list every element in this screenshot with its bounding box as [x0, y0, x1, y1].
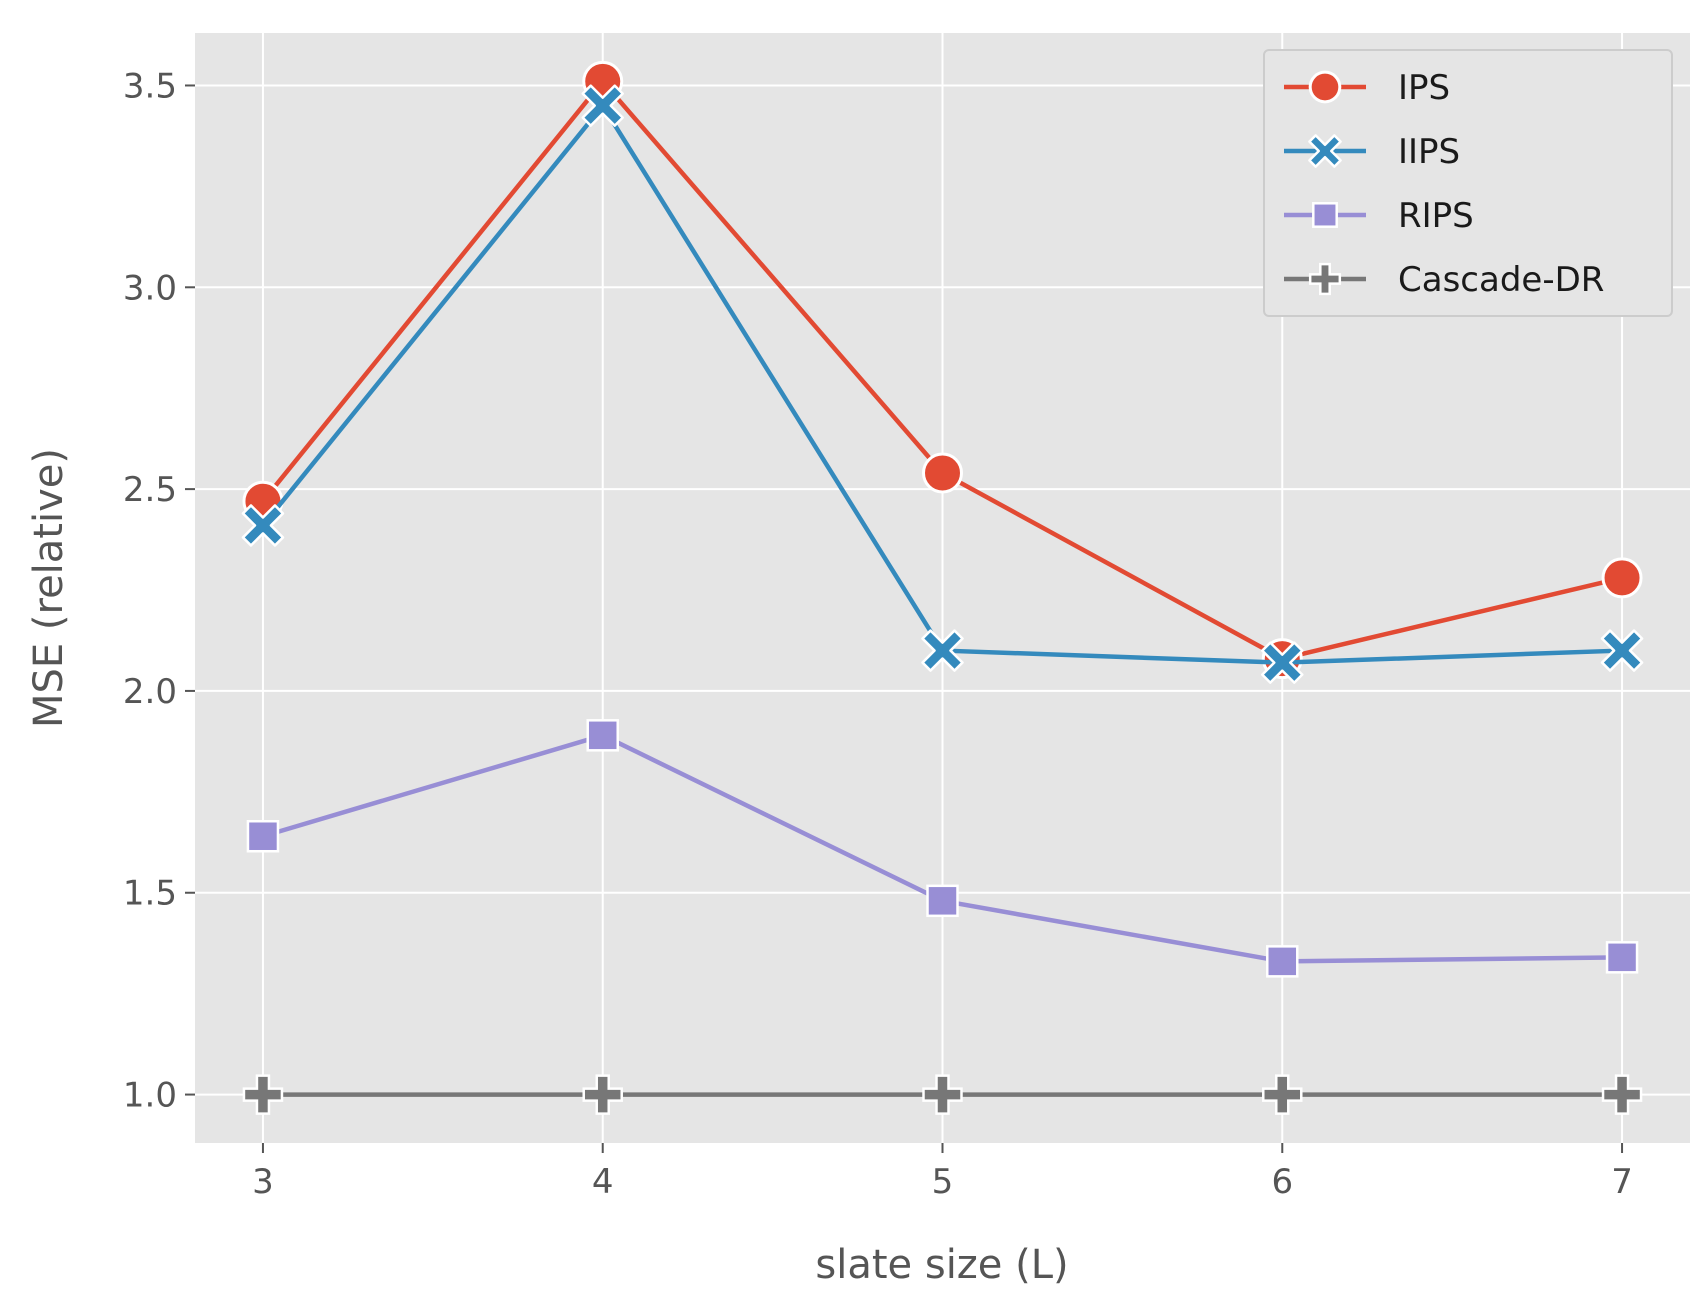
legend-label: IPS: [1398, 68, 1450, 108]
legend-marker: [1308, 70, 1342, 104]
series-cascade-dr: [242, 1074, 1643, 1115]
series-layer: [241, 60, 1644, 1115]
data-point-iips: [921, 629, 964, 672]
axis-ticks: 3 4 5 6 7 1.0 1.5 2.0 2.5 3.0 3.5: [123, 66, 1633, 1202]
data-point-iips: [581, 84, 624, 127]
marker-square: [1605, 941, 1639, 974]
marker-plus: [242, 1074, 284, 1115]
data-point-rips: [586, 719, 619, 752]
legend-box: [1263, 49, 1673, 317]
x-tick-label: 6: [1271, 1162, 1293, 1202]
data-point-rips: [1605, 941, 1639, 974]
y-tick-label: 3.5: [123, 66, 177, 106]
marker-plus: [1308, 262, 1342, 296]
data-point-cascade-dr: [1262, 1074, 1303, 1115]
x-tick-label: 3: [252, 1162, 274, 1202]
legend-marker: [1312, 202, 1338, 228]
data-point-rips: [246, 819, 280, 853]
legend-label: RIPS: [1398, 196, 1474, 236]
series-iips: [241, 84, 1644, 684]
data-point-ips: [1601, 557, 1643, 599]
data-point-rips: [926, 884, 959, 918]
legend-item-rips: RIPS: [1284, 196, 1474, 236]
data-point-rips: [1266, 945, 1299, 978]
y-tick-label: 2.0: [123, 672, 177, 712]
marker-plus: [582, 1074, 623, 1115]
y-tick-label: 3.0: [123, 268, 177, 308]
data-point-iips: [1261, 641, 1304, 684]
marker-plus: [1601, 1074, 1643, 1115]
data-point-ips: [922, 452, 963, 494]
marker-square: [246, 819, 280, 853]
data-point-iips: [1600, 629, 1644, 672]
marker-circle: [1601, 557, 1643, 599]
y-tick-label: 1.5: [123, 874, 177, 914]
marker-plus: [1262, 1074, 1303, 1115]
legend-marker: [1308, 134, 1342, 168]
marker-x: [581, 84, 624, 127]
marker-x: [1600, 629, 1644, 672]
data-point-iips: [241, 504, 285, 547]
marker-circle: [922, 452, 963, 494]
legend-marker: [1308, 262, 1342, 296]
data-point-cascade-dr: [1601, 1074, 1643, 1115]
marker-square: [1312, 202, 1338, 228]
legend-label: Cascade-DR: [1398, 260, 1604, 300]
marker-square: [926, 884, 959, 918]
x-tick-label: 5: [932, 1162, 954, 1202]
legend: IPS IIPS RIPS Cascade-DR: [1263, 49, 1673, 317]
data-point-cascade-dr: [582, 1074, 623, 1115]
marker-x: [1308, 134, 1342, 168]
marker-circle: [1308, 70, 1342, 104]
data-point-cascade-dr: [922, 1074, 963, 1115]
x-tick-label: 4: [592, 1162, 614, 1202]
series-ips: [242, 60, 1643, 680]
marker-square: [1266, 945, 1299, 978]
marker-plus: [922, 1074, 963, 1115]
y-tick-label: 1.0: [123, 1076, 177, 1116]
legend-item-ips: IPS: [1284, 68, 1450, 108]
legend-item-cascade-dr: Cascade-DR: [1284, 260, 1604, 300]
marker-x: [241, 504, 285, 547]
x-tick-label: 7: [1611, 1162, 1633, 1202]
marker-square: [586, 719, 619, 752]
y-tick-label: 2.5: [123, 470, 177, 510]
y-axis-label: MSE (relative): [26, 448, 72, 728]
legend-item-iips: IIPS: [1284, 132, 1460, 172]
marker-x: [1261, 641, 1304, 684]
marker-x: [921, 629, 964, 672]
data-point-cascade-dr: [242, 1074, 284, 1115]
x-axis-label: slate size (L): [815, 1242, 1068, 1288]
legend-label: IIPS: [1398, 132, 1460, 172]
series-rips: [246, 719, 1639, 978]
